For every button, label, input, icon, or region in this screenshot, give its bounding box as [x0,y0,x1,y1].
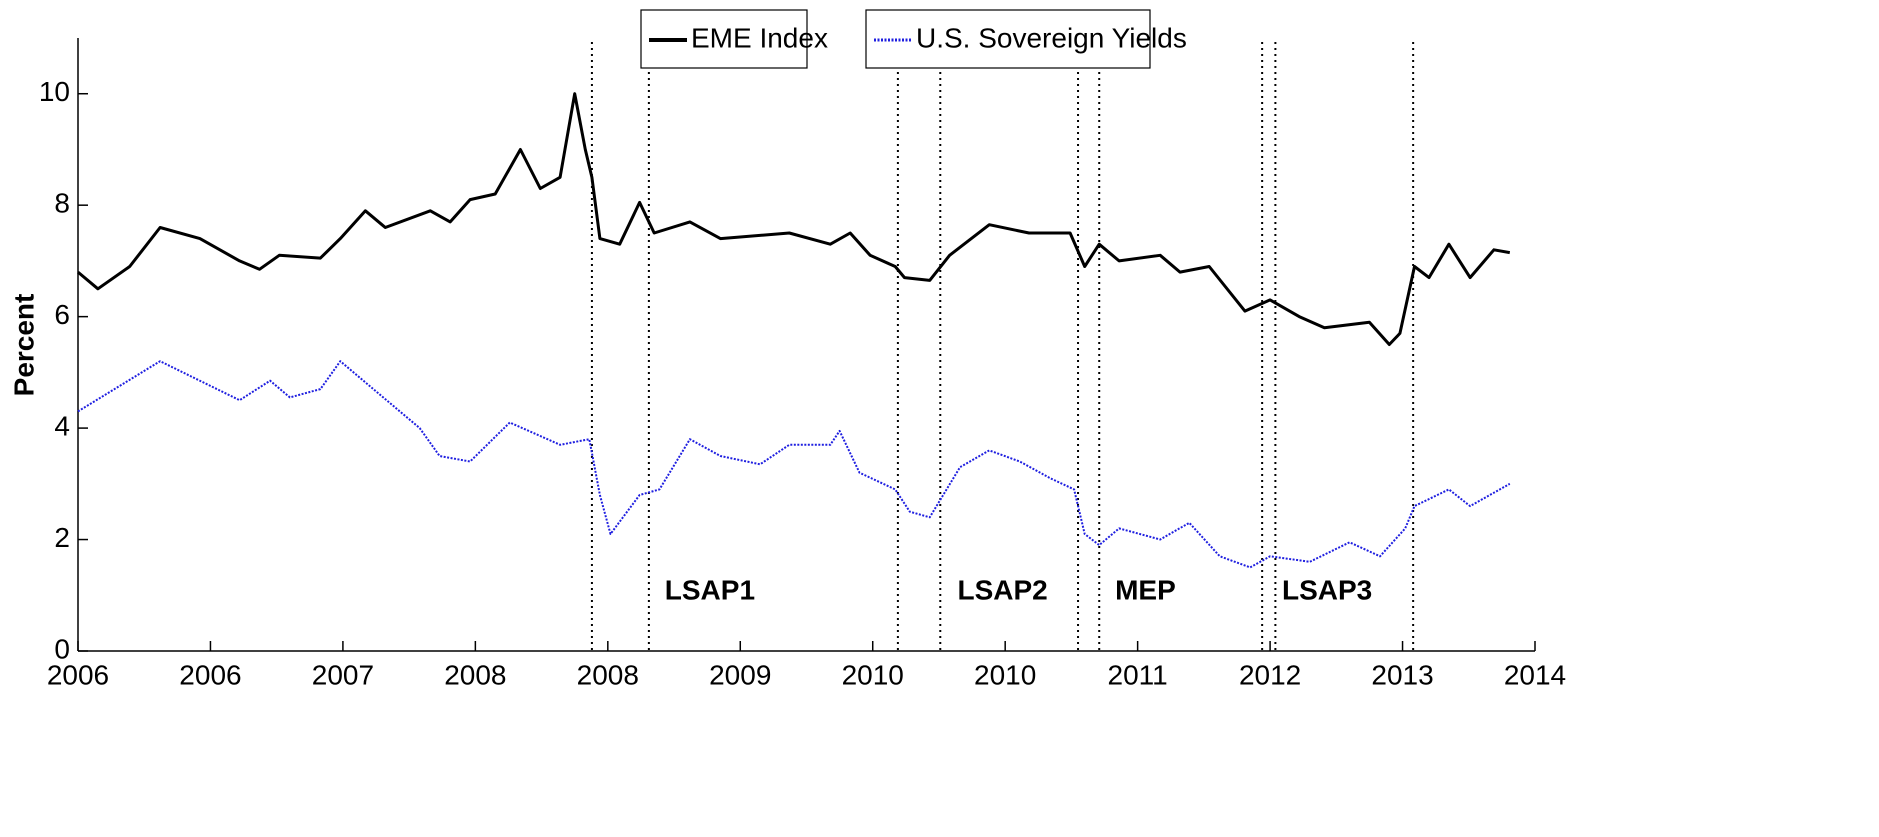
y-tick-label: 0 [54,633,70,664]
x-tick-label: 2007 [312,659,374,690]
x-tick-label: 2006 [47,659,109,690]
x-tick-label: 2012 [1239,659,1301,690]
y-tick-label: 2 [54,522,70,553]
series-line [77,92,1511,346]
annotation: MEP [1115,574,1176,605]
x-tick-label: 2010 [974,659,1036,690]
y-axis-label: Percent [8,294,39,397]
y-tick-label: 4 [54,410,70,441]
y-tick-label: 10 [39,76,70,107]
x-tick-label: 2011 [1108,659,1168,690]
legend-box [865,9,1151,69]
x-tick-label: 2006 [179,659,241,690]
annotation: LSAP2 [957,574,1047,605]
annotation: LSAP1 [665,574,755,605]
legend-label: U.S. Sovereign Yields [916,22,1187,53]
y-tick-label: 8 [54,188,70,219]
legend-label: EME Index [691,22,828,53]
y-tick-label: 6 [54,299,70,330]
series-line [77,360,1511,569]
x-tick-label: 2014 [1504,659,1566,690]
x-tick-label: 2008 [444,659,506,690]
x-tick-label: 2010 [842,659,904,690]
x-tick-label: 2013 [1371,659,1433,690]
x-tick-label: 2008 [577,659,639,690]
x-tick-label: 2009 [709,659,771,690]
annotation: LSAP3 [1282,574,1372,605]
